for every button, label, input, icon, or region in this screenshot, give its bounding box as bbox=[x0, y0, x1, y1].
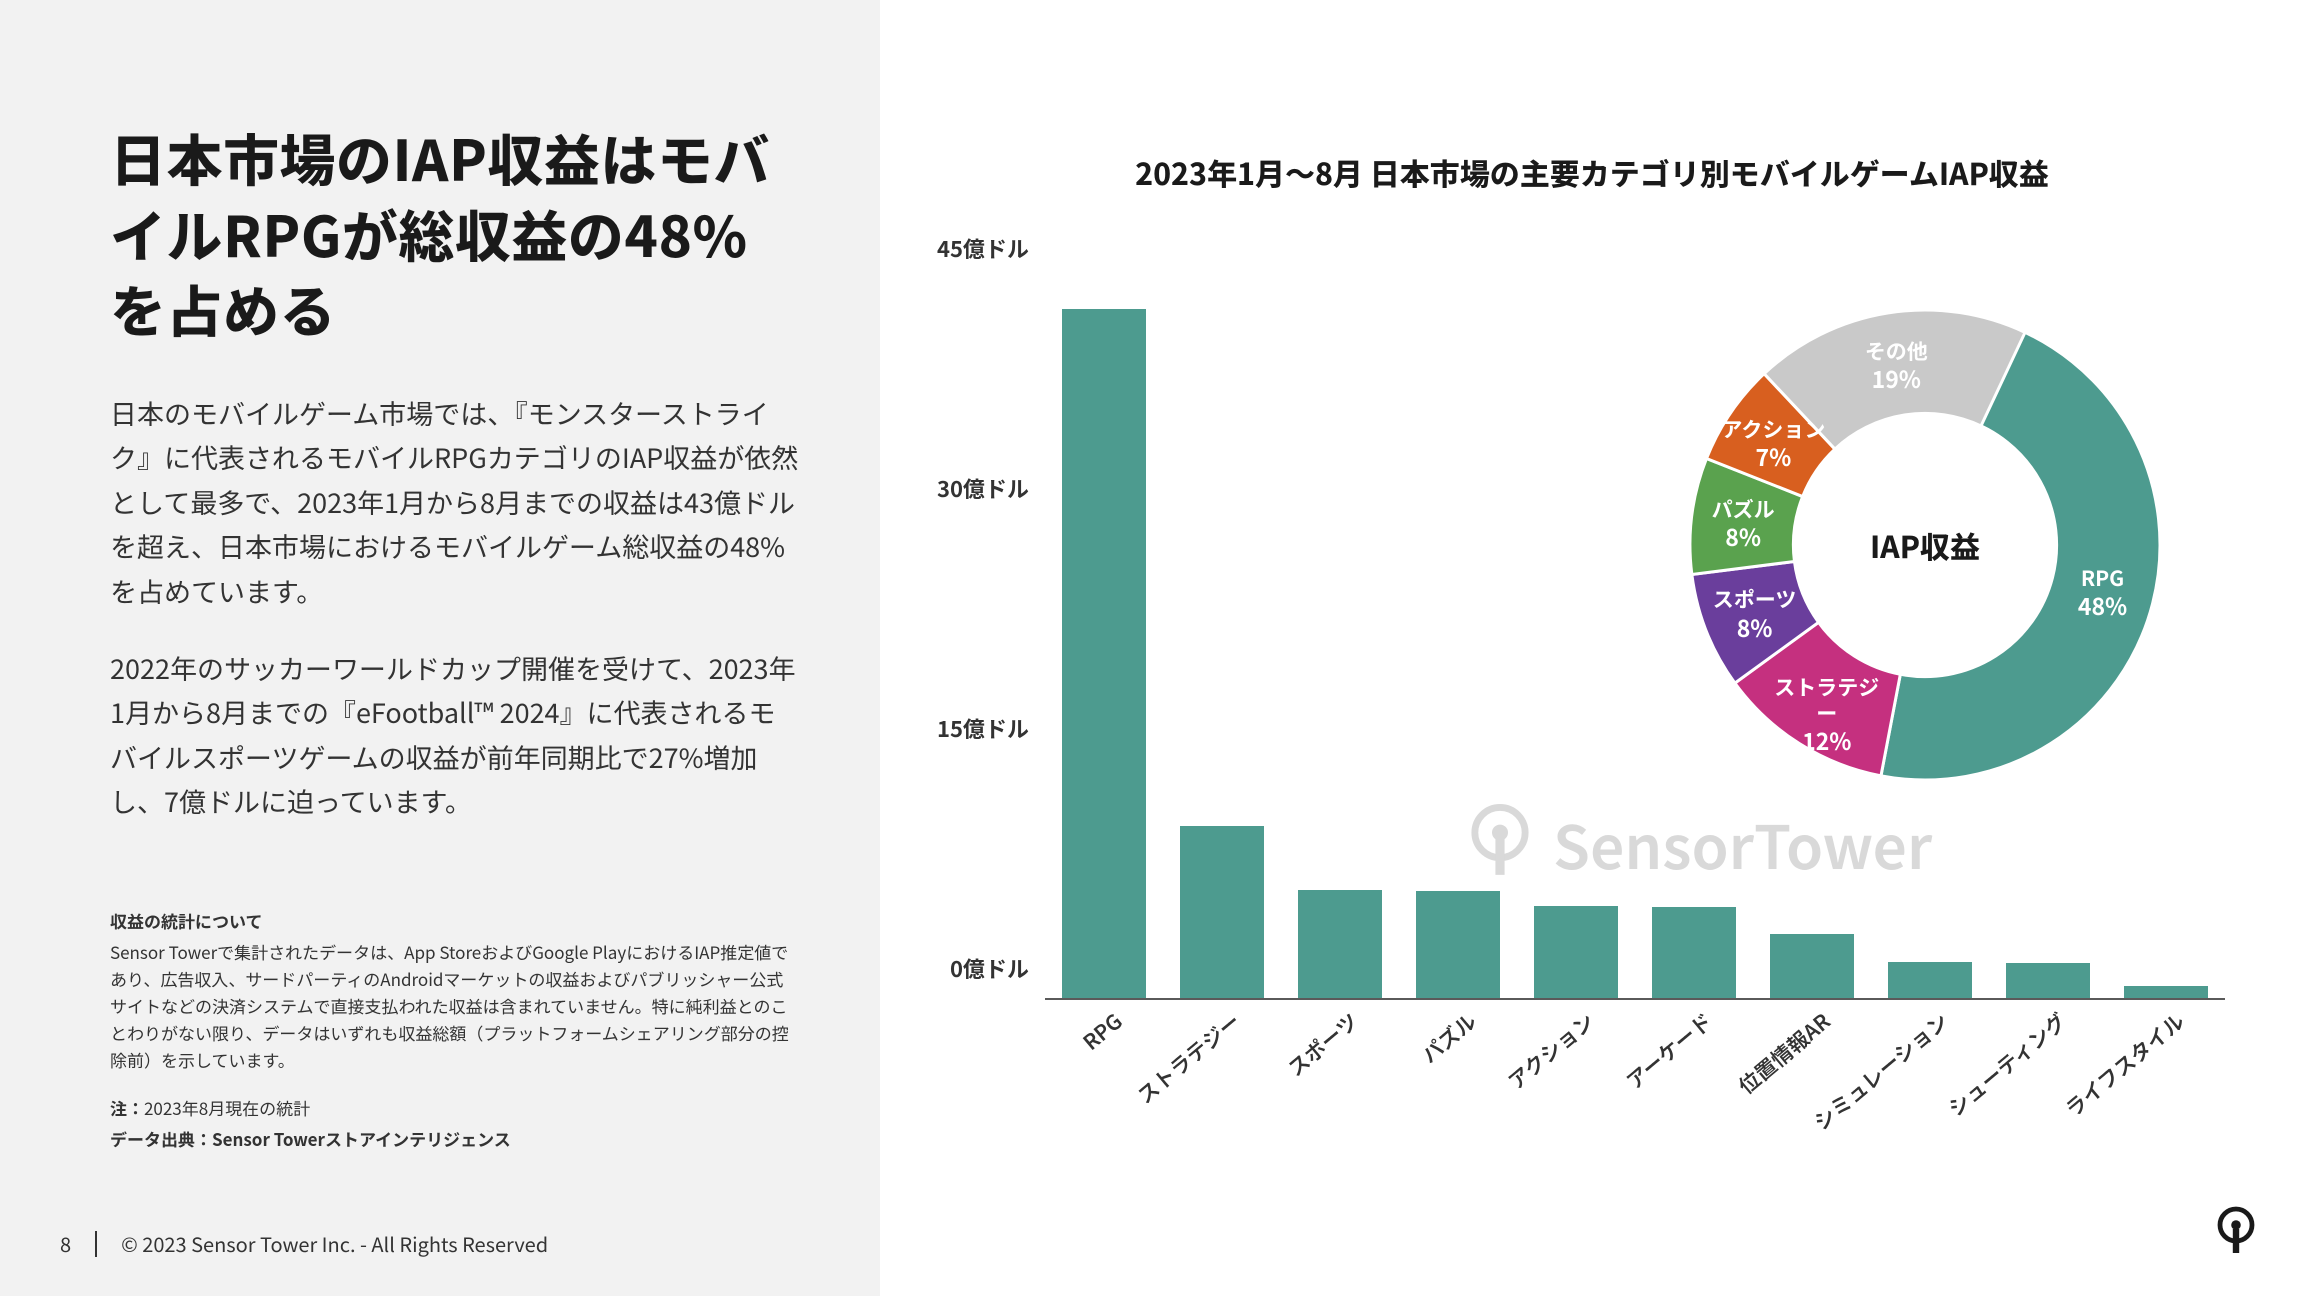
bar-x-label: アクション bbox=[1494, 997, 1601, 1096]
bar-x-label: RPG bbox=[1069, 997, 1129, 1057]
note-line-1: 注：2023年8月現在の統計 bbox=[110, 1094, 790, 1121]
y-axis-label: 0億ドル bbox=[925, 952, 1045, 984]
paragraph-1: 日本のモバイルゲーム市場では、『モンスターストライク』に代表されるモバイルRPG… bbox=[110, 391, 800, 614]
sensortower-logo-icon bbox=[2208, 1205, 2264, 1261]
donut-chart: IAP収益 RPG48%ストラテジー12%スポーツ8%パズル8%アクション7%そ… bbox=[1680, 300, 2170, 790]
footnotes: 収益の統計について Sensor Towerで集計されたデータは、App Sto… bbox=[110, 907, 790, 1157]
bar-x-label: アーケード bbox=[1612, 997, 1718, 1096]
bar-x-label: ライフスタイル bbox=[2051, 997, 2191, 1124]
paragraph-2: 2022年のサッカーワールドカップ開催を受けて、2023年1月から8月までの『e… bbox=[110, 646, 800, 824]
bar-x-label: シューティング bbox=[1934, 997, 2073, 1123]
body-text: 日本のモバイルゲーム市場では、『モンスターストライク』に代表されるモバイルRPG… bbox=[110, 391, 800, 824]
y-axis-label: 15億ドル bbox=[925, 712, 1045, 744]
bar-x-label: パズル bbox=[1407, 997, 1482, 1070]
bar-x-label: ストラテジー bbox=[1123, 997, 1247, 1110]
x-axis-line bbox=[1045, 998, 2225, 1000]
note-line-2: データ出典：Sensor Towerストアインテリジェンス bbox=[110, 1125, 790, 1152]
donut-center-label: IAP収益 bbox=[1870, 523, 1980, 567]
bar-x-label: 位置情報AR bbox=[1724, 997, 1836, 1101]
bar bbox=[1180, 826, 1265, 1000]
bar bbox=[1770, 934, 1855, 1000]
bar bbox=[2006, 963, 2091, 1000]
bar bbox=[1298, 890, 1383, 1000]
logo-corner bbox=[2208, 1205, 2264, 1266]
footer: 8 © 2023 Sensor Tower Inc. - All Rights … bbox=[60, 1229, 548, 1258]
bar-slot: パズル bbox=[1399, 280, 1517, 1000]
bar bbox=[1652, 907, 1737, 1000]
bar-slot: ストラテジー bbox=[1163, 280, 1281, 1000]
y-axis-label: 30億ドル bbox=[925, 472, 1045, 504]
page-number: 8 bbox=[60, 1229, 71, 1258]
page-title: 日本市場のIAP収益はモバイルRPGが総収益の48%を占める bbox=[110, 120, 800, 347]
bar bbox=[1888, 962, 1973, 1000]
bar bbox=[1534, 906, 1619, 1000]
y-axis-label: 45億ドル bbox=[925, 232, 1045, 264]
notes-title: 収益の統計について bbox=[110, 907, 790, 934]
left-panel: 日本市場のIAP収益はモバイルRPGが総収益の48%を占める 日本のモバイルゲー… bbox=[0, 0, 880, 1296]
notes-body: Sensor Towerで集計されたデータは、App StoreおよびGoogl… bbox=[110, 938, 790, 1074]
bar bbox=[1416, 891, 1501, 1000]
footer-divider bbox=[95, 1231, 97, 1257]
bar bbox=[1062, 309, 1147, 1000]
bar-slot: RPG bbox=[1045, 280, 1163, 1000]
chart-title: 2023年1月〜8月 日本市場の主要カテゴリ別モバイルゲームIAP収益 bbox=[880, 150, 2304, 194]
bar-slot: スポーツ bbox=[1281, 280, 1399, 1000]
bar-x-label: スポーツ bbox=[1273, 997, 1364, 1083]
bar-slot: アクション bbox=[1517, 280, 1635, 1000]
copyright: © 2023 Sensor Tower Inc. - All Rights Re… bbox=[121, 1229, 548, 1258]
right-panel: 2023年1月〜8月 日本市場の主要カテゴリ別モバイルゲームIAP収益 Sens… bbox=[880, 0, 2304, 1296]
